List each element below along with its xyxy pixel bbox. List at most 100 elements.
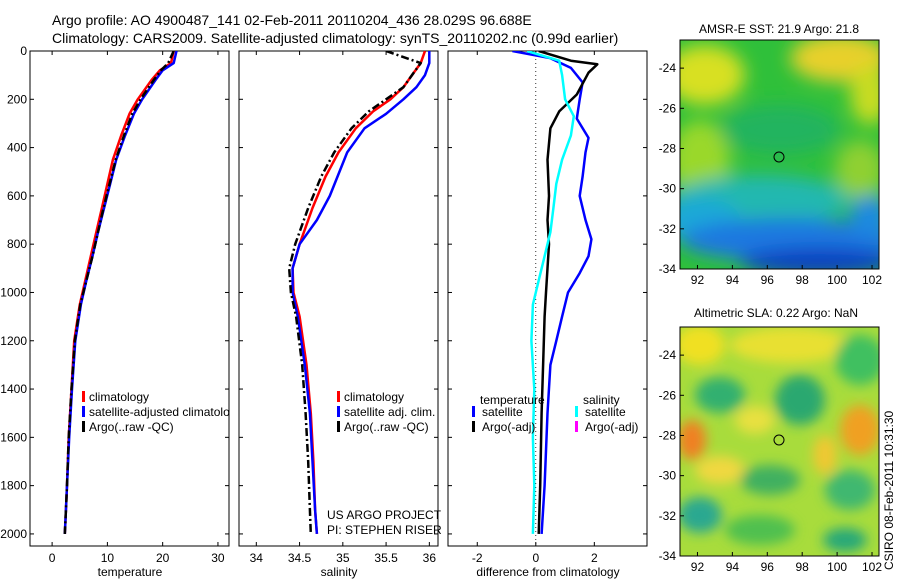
figure-title-line-2: Climatology: CARS2009. Satellite-adjuste… [52, 30, 618, 46]
y-tick-label: 200 [7, 92, 27, 106]
legend-header-salinity: salinity [583, 393, 620, 407]
map-x-tick-label: 100 [827, 560, 847, 574]
series-line-climatology [63, 51, 175, 534]
map-y-tick-label: -24 [659, 348, 677, 362]
map-x-tick-label: 92 [691, 560, 705, 574]
y-tick-label: 800 [7, 237, 27, 251]
x-tick-label: 0 [49, 551, 56, 565]
series-group [512, 51, 599, 534]
series-group [287, 51, 431, 534]
legend-swatch [82, 421, 85, 432]
legend-swatch [472, 406, 475, 417]
y-tick-label: 1600 [0, 430, 27, 444]
legend-swatch [337, 406, 340, 417]
legend-swatch [472, 421, 475, 432]
legend-label: satellite [585, 405, 626, 419]
series-line-temperature-argo-adj- [537, 51, 599, 534]
legend-label: climatology [344, 390, 404, 404]
legend-label: Argo(-adj) [482, 420, 535, 434]
x-tick-label: 34 [250, 551, 264, 565]
legend-label: Argo(..raw -QC) [344, 420, 429, 434]
map-y-tick-label: -28 [659, 141, 677, 155]
map-x-tick-label: 100 [827, 273, 847, 287]
legend-label: satellite adj. clim. [344, 405, 435, 419]
map-y-tick-label: -24 [659, 61, 677, 75]
map-y-tick-label: -30 [659, 469, 677, 483]
plot-frame [447, 50, 648, 547]
series-line-satellite-adjusted-climatology [63, 51, 178, 534]
plot-frame [29, 50, 230, 547]
sla-map-title: Altimetric SLA: 0.22 Argo: NaN [694, 306, 858, 320]
x-tick-label: 20 [156, 551, 170, 565]
y-tick-label: 1400 [0, 382, 27, 396]
legend-swatch [337, 421, 340, 432]
map-x-tick-label: 102 [862, 560, 882, 574]
sst-argo-location-marker [773, 151, 785, 163]
map-y-tick-label: -26 [659, 101, 677, 115]
legend-swatch [82, 391, 85, 402]
salinity-profile-panel: 34 34.5 35 35.5 36 salinity climatologysatelli… [238, 50, 442, 579]
timestamp-side-label: CSIRO 08-Feb-2011 10:31:30 [882, 410, 896, 570]
x-tick-label: 36 [423, 551, 437, 565]
y-tick-label: 2000 [0, 527, 27, 541]
x-tick-label: 10 [101, 551, 115, 565]
x-axis-label: temperature [98, 565, 163, 579]
map-y-tick-label: -26 [659, 388, 677, 402]
sst-map-panel: AMSR-E SST: 21.9 Argo: 21.8 92 94 96 98 100 1… [659, 22, 883, 287]
y-tick-label: 0 [20, 44, 27, 58]
x-axis-label: salinity [321, 565, 358, 579]
map-y-tick-label: -34 [659, 549, 677, 563]
legend-label: satellite-adjusted climatolo [89, 405, 230, 419]
map-x-tick-label: 92 [691, 273, 705, 287]
sla-map-axes: 92 94 96 98 100 102 -24 -26 -28 -30 -32 -34 [659, 348, 883, 574]
x-axis-label: difference from climatology [476, 565, 619, 579]
series-line-argo-raw-qc- [63, 51, 175, 534]
map-x-tick-label: 94 [726, 560, 740, 574]
legend-header-temperature: temperature [480, 393, 545, 407]
map-x-tick-label: 94 [726, 273, 740, 287]
x-tick-label: 30 [211, 551, 225, 565]
x-tick-label: 35 [336, 551, 350, 565]
map-x-tick-label: 102 [862, 273, 882, 287]
map-y-tick-label: -30 [659, 182, 677, 196]
project-annotation: US ARGO PROJECT [327, 508, 442, 522]
map-y-tick-label: -28 [659, 428, 677, 442]
x-tick-label: 35.5 [374, 551, 398, 565]
map-x-tick-label: 98 [796, 273, 810, 287]
map-y-tick-label: -32 [659, 509, 677, 523]
series-line-satellite-adj-clim- [291, 51, 431, 534]
sla-argo-location-marker [773, 434, 785, 446]
temperature-profile-panel: 0 200 400 600 800 1000 1200 1400 1600 1800 2000 0 10… [0, 44, 230, 579]
plot-frame [238, 50, 439, 547]
x-tick-label: 34.5 [288, 551, 312, 565]
map-x-tick-label: 96 [761, 560, 775, 574]
series-group [63, 51, 178, 534]
sst-map-axes: 92 94 96 98 100 102 -24 -26 -28 -30 -32 -34 [659, 61, 883, 287]
map-y-tick-label: -32 [659, 222, 677, 236]
x-tick-label: -2 [472, 551, 483, 565]
legend-swatch [575, 406, 578, 417]
sla-map-field [680, 327, 879, 556]
project-annotation: PI: STEPHEN RISER [327, 523, 442, 537]
y-tick-label: 1800 [0, 479, 27, 493]
legend-label: Argo(..raw -QC) [89, 420, 174, 434]
x-tick-label: 2 [591, 551, 598, 565]
y-tick-label: 1000 [0, 285, 27, 299]
legend-label: climatology [89, 390, 149, 404]
legend-swatch [82, 406, 85, 417]
map-y-tick-label: -34 [659, 262, 677, 276]
legend-swatch [575, 421, 578, 432]
legend-label: Argo(-adj) [585, 420, 638, 434]
sst-map-title: AMSR-E SST: 21.9 Argo: 21.8 [699, 22, 859, 36]
figure-title-line-1: Argo profile: AO 4900487_141 02-Feb-2011… [52, 12, 532, 28]
y-tick-label: 600 [7, 189, 27, 203]
x-tick-label: 0 [532, 551, 539, 565]
sla-map-panel: Altimetric SLA: 0.22 Argo: NaN [659, 306, 883, 574]
y-tick-label: 400 [7, 141, 27, 155]
series-line-argo-raw-qc- [287, 51, 422, 534]
map-x-tick-label: 96 [761, 273, 775, 287]
sst-map-field [680, 40, 879, 269]
map-x-tick-label: 98 [796, 560, 810, 574]
